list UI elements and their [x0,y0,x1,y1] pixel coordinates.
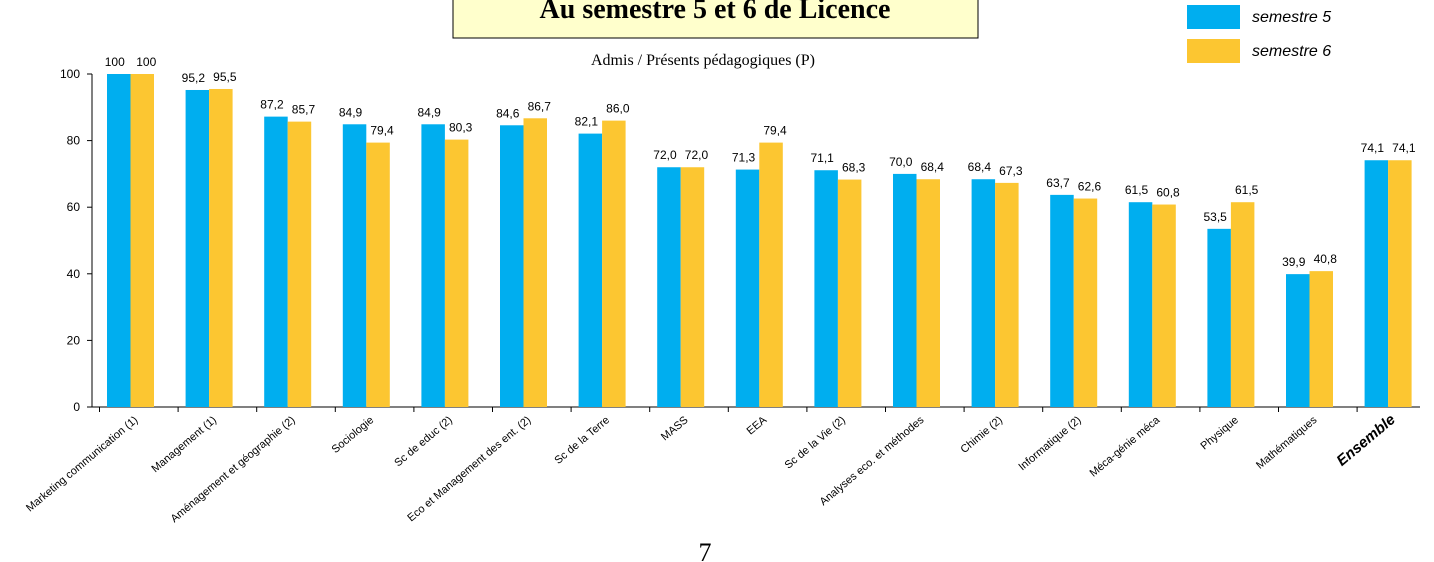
value-label: 74,1 [1361,141,1385,155]
value-label: 60,8 [1156,186,1180,200]
bar [814,170,838,407]
value-label: 61,5 [1235,183,1259,197]
value-label: 85,7 [292,103,316,117]
bar [995,182,1019,407]
value-label: 84,6 [496,106,520,120]
bar [1152,204,1176,407]
bar [578,133,603,407]
x-tick-label: Sc de la Terre [552,414,612,467]
value-label: 39,9 [1282,255,1306,269]
value-label: 61,5 [1125,183,1149,197]
legend-label: semestre 6 [1252,43,1331,60]
bar [893,173,917,407]
x-tick-label: Physique [1198,414,1240,452]
x-tick-label: Sociologie [330,414,377,456]
value-label: 40,8 [1314,252,1338,266]
x-tick-label: Sc de la Vie (2) [783,414,848,471]
x-tick-label: MASS [659,414,691,443]
value-label: 71,3 [732,151,756,165]
legend-swatch [1187,5,1240,29]
x-tick-label: Ensemble [1333,411,1398,470]
bar [366,142,390,407]
bar [1073,198,1098,407]
y-tick-label: 100 [60,67,80,81]
x-tick-label: Sc de educ (2) [392,414,455,469]
x-tick-label: Eco et Management des ent. (2) [405,414,533,524]
value-label: 71,1 [810,151,834,165]
bar [130,74,154,407]
bar [1309,271,1333,407]
value-label: 84,9 [339,105,363,119]
value-label: 67,3 [999,164,1023,178]
x-tick-label: Chimie (2) [958,414,1005,456]
value-label: 79,4 [370,124,394,138]
value-label: 86,7 [528,99,552,113]
bar [759,142,783,407]
x-tick-label: Informatique (2) [1016,414,1083,473]
bar [264,116,288,408]
bar [657,167,681,407]
bar [971,179,996,407]
value-label: 95,5 [213,70,237,84]
bar [209,88,233,408]
bar [916,179,940,407]
x-tick-label: Méca-génie méca [1088,414,1163,480]
y-tick-label: 20 [67,333,81,347]
x-tick-label: Aménagement et géographie (2) [169,414,298,525]
bar [342,124,367,408]
bar [1128,202,1153,407]
value-label: 62,6 [1078,180,1102,194]
bar [1388,160,1412,407]
bar [500,125,524,408]
bar [1286,274,1310,407]
value-label: 80,3 [449,121,473,135]
bar [185,89,210,407]
value-label: 86,0 [606,102,630,116]
bar [107,74,131,407]
y-tick-label: 60 [67,200,81,214]
bar [523,118,547,407]
page-number: 7 [699,538,712,562]
bar [1230,202,1255,407]
bar [602,120,626,408]
x-tick-label: Mathématiques [1254,414,1320,472]
value-label: 100 [105,55,125,69]
x-tick-label: Management (1) [149,414,219,475]
x-tick-label: Marketing communication (1) [24,414,140,514]
value-label: 100 [136,55,156,69]
value-label: 53,5 [1203,210,1227,224]
bar [1364,160,1389,407]
bar [735,169,760,407]
value-label: 63,7 [1046,176,1070,190]
legend-label: semestre 5 [1252,9,1331,26]
bar [680,167,705,407]
value-label: 72,0 [685,148,709,162]
bar [1050,194,1074,407]
value-label: 84,9 [417,105,441,119]
x-tick-label: EEA [745,414,770,438]
value-label: 68,3 [842,161,866,175]
y-tick-label: 0 [73,400,80,414]
bar [287,121,312,407]
chart-subtitle: Admis / Présents pédagogiques (P) [591,52,815,69]
value-label: 70,0 [889,155,913,169]
legend-swatch [1187,39,1240,63]
value-label: 74,1 [1392,141,1416,155]
bar [837,179,862,407]
chart-title: Au semestre 5 et 6 de Licence [540,0,891,25]
value-label: 68,4 [968,160,992,174]
y-tick-label: 80 [67,134,81,148]
bar [444,139,469,407]
value-label: 68,4 [921,160,945,174]
title-box [452,0,979,39]
value-label: 79,4 [763,124,787,138]
value-label: 82,1 [575,115,599,129]
value-label: 72,0 [653,148,677,162]
value-label: 95,2 [182,71,206,85]
value-label: 87,2 [260,98,284,112]
bar [421,124,445,408]
y-tick-label: 40 [67,267,81,281]
bar [1207,228,1231,407]
